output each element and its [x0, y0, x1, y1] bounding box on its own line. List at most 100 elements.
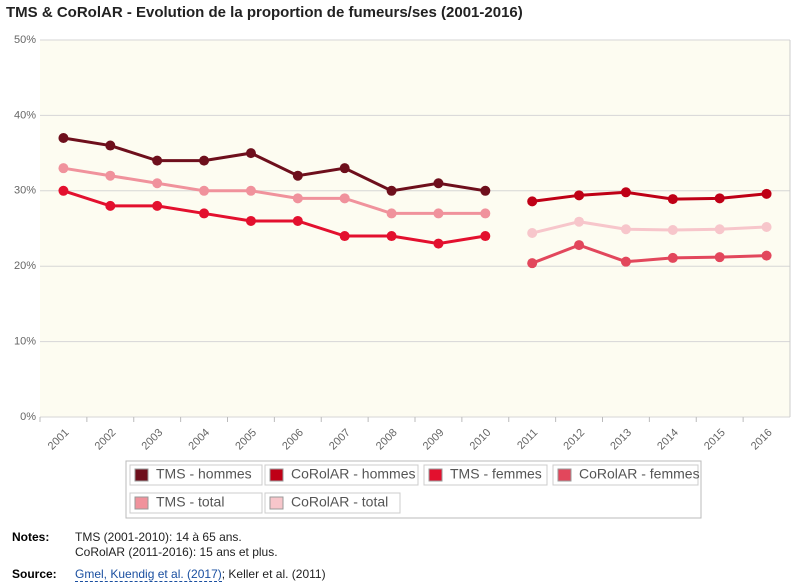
source-link[interactable]: Gmel, Kuendig et al. (2017) — [75, 567, 222, 582]
point — [58, 163, 69, 174]
x-tick-label: 2013 — [608, 427, 634, 453]
point — [386, 185, 397, 196]
point — [105, 200, 116, 211]
point — [245, 185, 256, 196]
x-tick-label: 2014 — [655, 427, 681, 453]
point — [480, 185, 491, 196]
x-tick-label: 2009 — [421, 427, 447, 453]
legend-swatch — [428, 468, 443, 482]
x-tick-label: 2010 — [468, 427, 494, 453]
legend-swatch — [269, 496, 284, 510]
y-tick-label: 10% — [14, 336, 36, 348]
legend-item — [129, 492, 263, 514]
point — [574, 216, 585, 227]
point — [292, 170, 303, 181]
note: TMS (2001-2010): 14 à 65 ans. — [75, 530, 242, 544]
point — [199, 185, 210, 196]
point — [58, 185, 69, 196]
x-tick-label: 2006 — [280, 427, 306, 453]
series-line — [531, 220, 767, 235]
y-tick-label: 50% — [14, 34, 36, 46]
y-tick-label: 40% — [14, 109, 36, 121]
point — [714, 252, 725, 263]
chart-title: TMS & CoRolAR - Evolution de la proporti… — [6, 4, 523, 21]
notes-label: Notes: — [12, 530, 50, 544]
point — [433, 238, 444, 249]
source: Gmel, Kuendig et al. (2017); Keller et a… — [75, 567, 326, 582]
point — [527, 258, 538, 269]
x-tick-label: 2007 — [327, 427, 353, 453]
x-tick-label: 2003 — [140, 427, 166, 453]
x-tick-label: 2005 — [233, 427, 259, 453]
legend-label: TMS - femmes — [450, 466, 542, 482]
point — [105, 140, 116, 151]
point — [245, 148, 256, 159]
point — [480, 208, 491, 219]
point — [761, 221, 772, 232]
point — [105, 170, 116, 181]
series-line — [63, 136, 486, 193]
point — [620, 224, 631, 235]
point — [152, 155, 163, 166]
y-tick-label: 30% — [14, 185, 36, 197]
point — [714, 193, 725, 204]
x-tick-label: 2004 — [186, 427, 212, 453]
note: CoRolAR (2011-2016): 15 ans et plus. — [75, 545, 278, 559]
point — [574, 240, 585, 251]
point — [667, 225, 678, 236]
point — [527, 196, 538, 207]
point — [152, 200, 163, 211]
series-line — [531, 190, 767, 203]
x-tick-label: 2012 — [561, 427, 587, 453]
series-line — [63, 166, 486, 215]
point — [292, 193, 303, 204]
point — [199, 155, 210, 166]
legend-swatch — [269, 468, 284, 482]
point — [339, 193, 350, 204]
point — [292, 215, 303, 226]
legend-label: CoRolAR - femmes — [579, 466, 700, 482]
point — [620, 187, 631, 198]
legend-item — [264, 492, 401, 514]
chart: TMS & CoRolAR - Evolution de la proporti… — [6, 4, 791, 519]
point — [199, 208, 210, 219]
legend-label: TMS - hommes — [156, 466, 252, 482]
point — [245, 215, 256, 226]
point — [714, 224, 725, 235]
x-tick-label: 2016 — [749, 427, 775, 453]
y-tick-label: 20% — [14, 260, 36, 272]
series-line — [531, 243, 767, 265]
point — [667, 194, 678, 205]
point — [620, 256, 631, 267]
legend-item — [264, 464, 419, 486]
legend-item — [423, 464, 548, 486]
source-label: Source: — [12, 567, 57, 581]
legend-swatch — [134, 468, 149, 482]
point — [761, 250, 772, 261]
x-tick-label: 2001 — [46, 427, 72, 453]
point — [667, 252, 678, 263]
legend-swatch — [134, 496, 149, 510]
point — [386, 208, 397, 219]
legend-item — [552, 464, 699, 486]
legend-item — [129, 464, 263, 486]
point — [433, 178, 444, 189]
point — [433, 208, 444, 219]
y-tick-label: 0% — [20, 411, 36, 423]
x-tick-label: 2015 — [702, 427, 728, 453]
legend-label: TMS - total — [156, 494, 224, 510]
point — [761, 188, 772, 199]
point — [574, 190, 585, 201]
point — [152, 178, 163, 189]
series-line — [62, 189, 486, 246]
point — [339, 231, 350, 242]
point — [58, 133, 69, 144]
point — [480, 231, 491, 242]
point — [527, 228, 538, 239]
point — [339, 163, 350, 174]
legend-swatch — [557, 468, 572, 482]
x-tick-label: 2008 — [374, 427, 400, 453]
source-rest: ; Keller et al. (2011) — [221, 567, 326, 581]
legend-label: CoRolAR - hommes — [291, 466, 415, 482]
